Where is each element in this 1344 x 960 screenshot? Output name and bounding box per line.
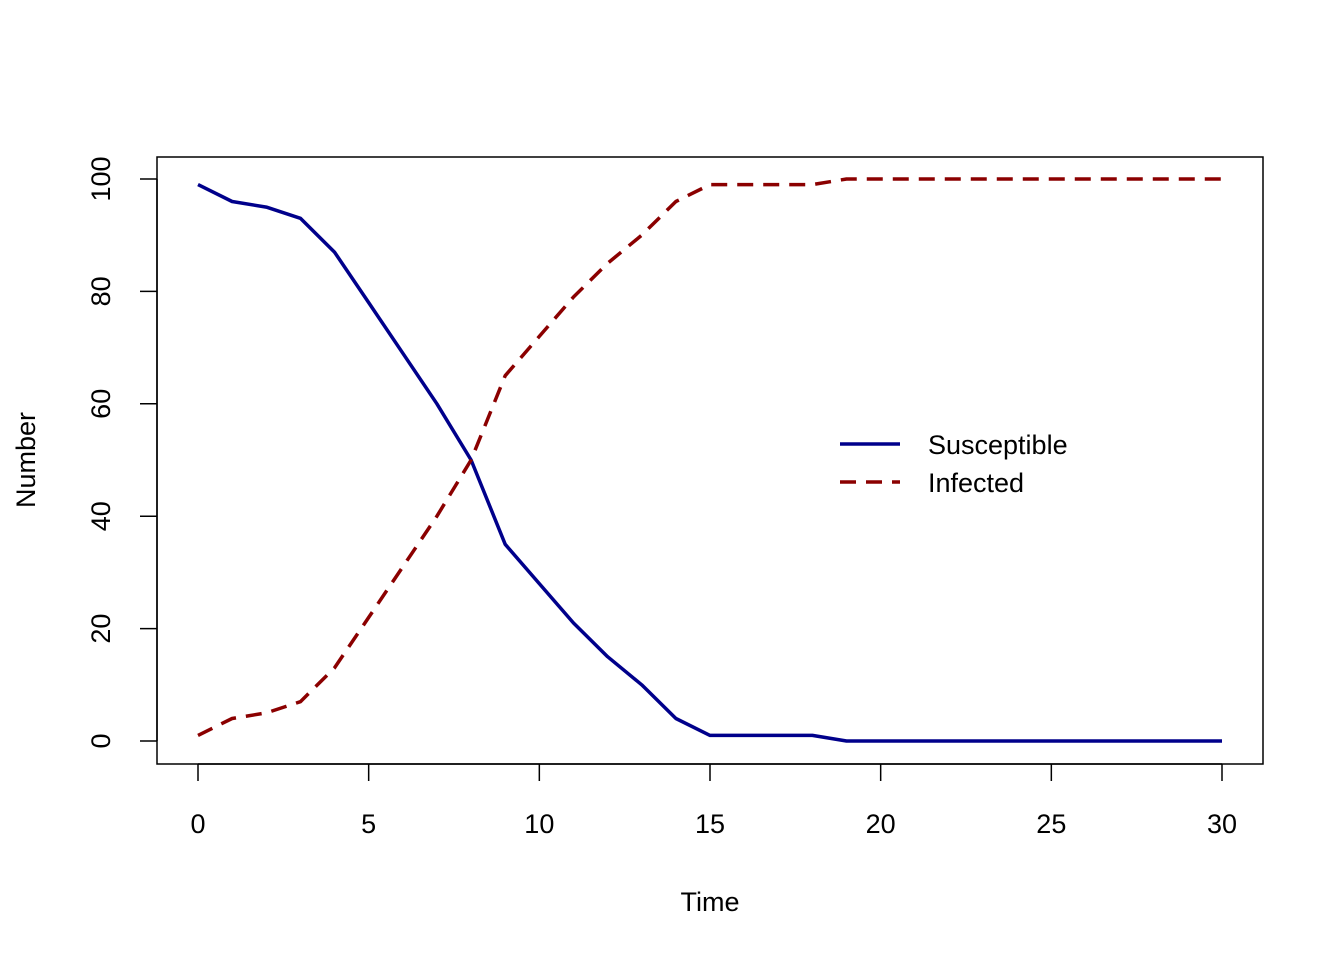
x-tick-label: 0 bbox=[190, 809, 205, 839]
x-tick-label: 25 bbox=[1036, 809, 1066, 839]
x-axis: 0 5 10 15 20 25 30 bbox=[190, 763, 1237, 839]
x-axis-label: Time bbox=[681, 887, 740, 917]
y-tick-label: 80 bbox=[86, 276, 116, 306]
y-axis: 0 20 40 60 80 100 bbox=[86, 156, 158, 749]
x-tick-label: 30 bbox=[1207, 809, 1237, 839]
y-axis-label: Number bbox=[11, 412, 41, 508]
series-layer bbox=[197, 177, 1222, 743]
y-tick-label: 60 bbox=[86, 389, 116, 419]
legend: Susceptible Infected bbox=[840, 430, 1068, 498]
series-line-infected bbox=[197, 177, 1222, 737]
y-tick-label: 0 bbox=[86, 733, 116, 748]
x-tick-label: 10 bbox=[524, 809, 554, 839]
legend-label-susceptible: Susceptible bbox=[928, 430, 1068, 460]
series-line-susceptible bbox=[197, 183, 1222, 743]
legend-label-infected: Infected bbox=[928, 468, 1024, 498]
y-tick-label: 100 bbox=[86, 156, 116, 201]
y-tick-label: 20 bbox=[86, 614, 116, 644]
y-tick-label: 40 bbox=[86, 501, 116, 531]
x-tick-label: 15 bbox=[695, 809, 725, 839]
x-tick-label: 20 bbox=[866, 809, 896, 839]
x-tick-label: 5 bbox=[361, 809, 376, 839]
plot-frame bbox=[156, 156, 1264, 765]
